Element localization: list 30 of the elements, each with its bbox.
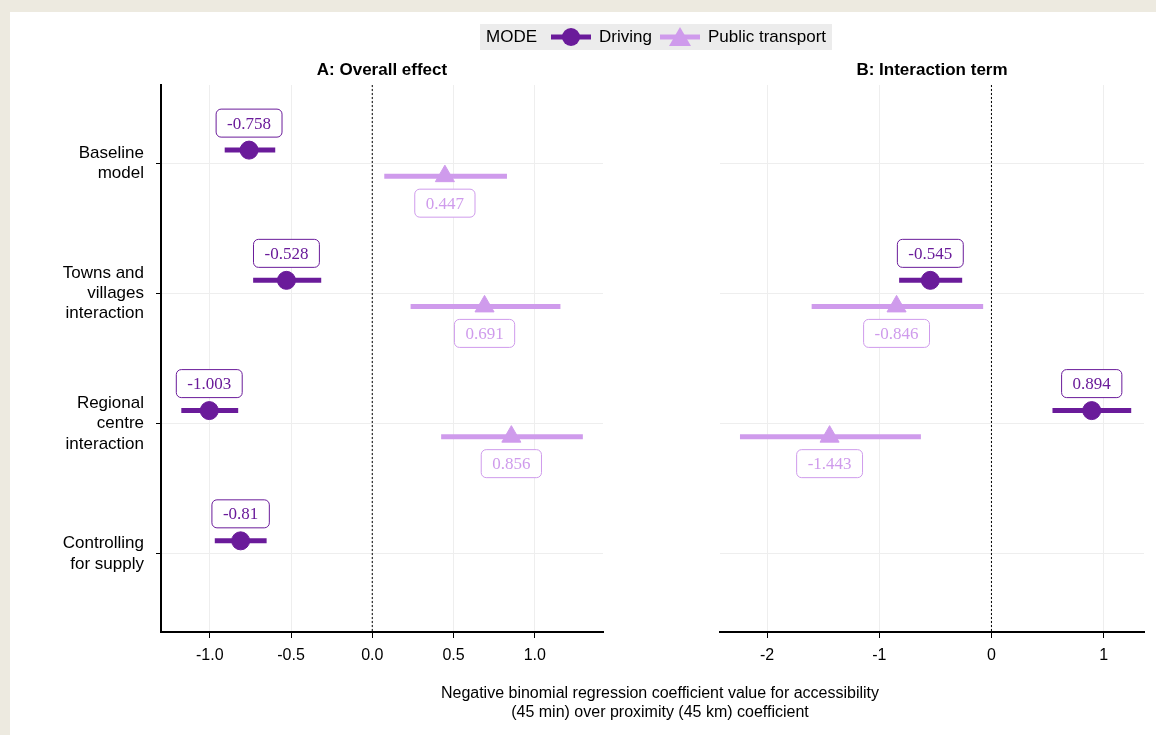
x-tick-label: -1 bbox=[872, 646, 887, 664]
x-tick-label: 1.0 bbox=[523, 646, 546, 664]
legend-title: MODE bbox=[486, 27, 537, 47]
data-label: 0.447 bbox=[425, 193, 465, 213]
x-tick-label: 0.0 bbox=[361, 646, 384, 664]
data-label: 0.691 bbox=[465, 323, 504, 343]
y-tick-label: Baseline model bbox=[78, 142, 144, 183]
data-label: -0.545 bbox=[908, 243, 953, 263]
y-tick-label: Controlling for supply bbox=[62, 533, 145, 573]
y-tick-label: Towns and villages interaction bbox=[62, 262, 144, 323]
data-label: 0.856 bbox=[492, 454, 531, 474]
y-tick-label: Regional centre interaction bbox=[65, 392, 144, 453]
data-label: -0.846 bbox=[874, 323, 919, 343]
legend-label: Public transport bbox=[707, 27, 827, 47]
data-label: -1.443 bbox=[807, 454, 852, 474]
data-label: -0.528 bbox=[264, 243, 309, 263]
chart-title: B: Interaction term bbox=[856, 60, 1008, 79]
x-axis-title: Negative binomial regression coefficient value for accessibility (45 min) over proximity (45 km) coefficient bbox=[439, 683, 881, 721]
x-tick-label: 1 bbox=[1099, 646, 1109, 664]
data-label: -0.81 bbox=[222, 504, 259, 524]
data-label: -0.758 bbox=[227, 113, 272, 133]
x-tick-label: 0 bbox=[987, 646, 996, 664]
chart-title: A: Overall effect bbox=[316, 60, 448, 79]
legend-label: Driving bbox=[599, 27, 652, 47]
x-tick-label: -0.5 bbox=[277, 646, 305, 664]
data-label: 0.894 bbox=[1072, 374, 1112, 394]
x-tick-label: 0.5 bbox=[442, 646, 465, 664]
data-label: -1.003 bbox=[187, 374, 232, 394]
x-tick-label: -2 bbox=[759, 646, 775, 664]
x-tick-label: -1.0 bbox=[195, 646, 224, 664]
